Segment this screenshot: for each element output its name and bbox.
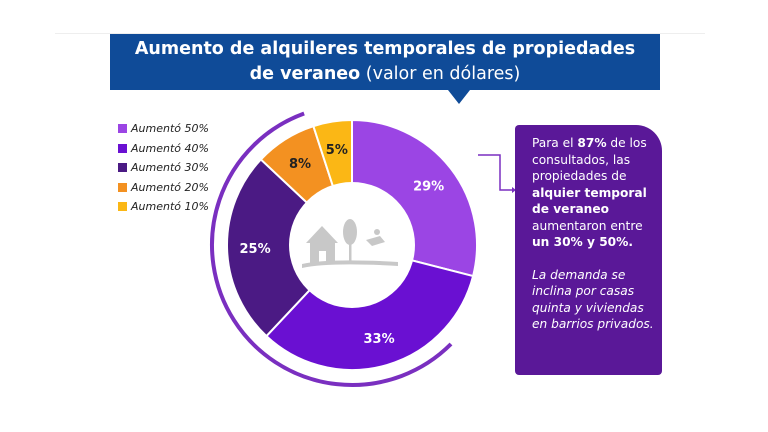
title-line-2-rest: (valor en dólares) xyxy=(360,64,521,84)
legend-swatch xyxy=(118,182,127,192)
legend-swatch xyxy=(118,124,127,134)
legend-swatch xyxy=(118,163,127,173)
legend-label: Aumentó 10% xyxy=(131,200,209,214)
title-pointer xyxy=(448,90,470,104)
legend-item: Aumentó 30% xyxy=(118,158,209,178)
legend: Aumentó 50% Aumentó 40% Aumentó 30% Aume… xyxy=(118,119,209,217)
chart-title: Aumento de alquileres temporales de prop… xyxy=(110,34,660,90)
slice-label: 5% xyxy=(326,143,348,158)
callout-connector xyxy=(478,154,512,191)
legend-item: Aumentó 10% xyxy=(118,197,209,217)
callout-text: de los consultados, las propiedades de xyxy=(532,136,647,183)
legend-label: Aumentó 40% xyxy=(131,141,209,155)
legend-swatch xyxy=(118,202,127,212)
connector-arrowhead xyxy=(512,187,516,193)
decorative-outer-arc xyxy=(210,111,453,387)
donut-hole xyxy=(289,182,415,308)
callout-bold: un 30% y 50%. xyxy=(532,235,633,249)
donut-slice xyxy=(265,243,475,371)
title-line-1: Aumento de alquileres temporales de prop… xyxy=(134,39,636,59)
legend-label: Aumentó 30% xyxy=(131,161,209,175)
callout-bold: 87% xyxy=(577,136,607,150)
top-divider xyxy=(55,33,705,34)
callout-bold: alquier temporal de veraneo xyxy=(532,185,647,217)
legend-item: Aumentó 40% xyxy=(118,139,209,159)
slice-label: 33% xyxy=(363,332,394,347)
legend-label: Aumentó 20% xyxy=(131,180,209,194)
callout-italic-note: La demanda se inclina por casas quinta y… xyxy=(532,267,654,332)
legend-swatch xyxy=(118,143,127,153)
slice-label: 29% xyxy=(413,180,444,195)
callout-text: Para el xyxy=(532,136,578,150)
legend-item: Aumentó 50% xyxy=(118,119,209,139)
house-tree-pool-icon xyxy=(302,219,398,268)
legend-item: Aumentó 20% xyxy=(118,178,209,198)
title-line-2-bold: de veraneo xyxy=(249,64,361,84)
callout-text: aumentaron entre xyxy=(532,218,643,233)
slice-label: 25% xyxy=(239,242,270,257)
slice-label: 8% xyxy=(289,157,311,172)
callout-box: Para el 87% de los consultados, las prop… xyxy=(515,125,662,375)
legend-label: Aumentó 50% xyxy=(131,122,209,136)
